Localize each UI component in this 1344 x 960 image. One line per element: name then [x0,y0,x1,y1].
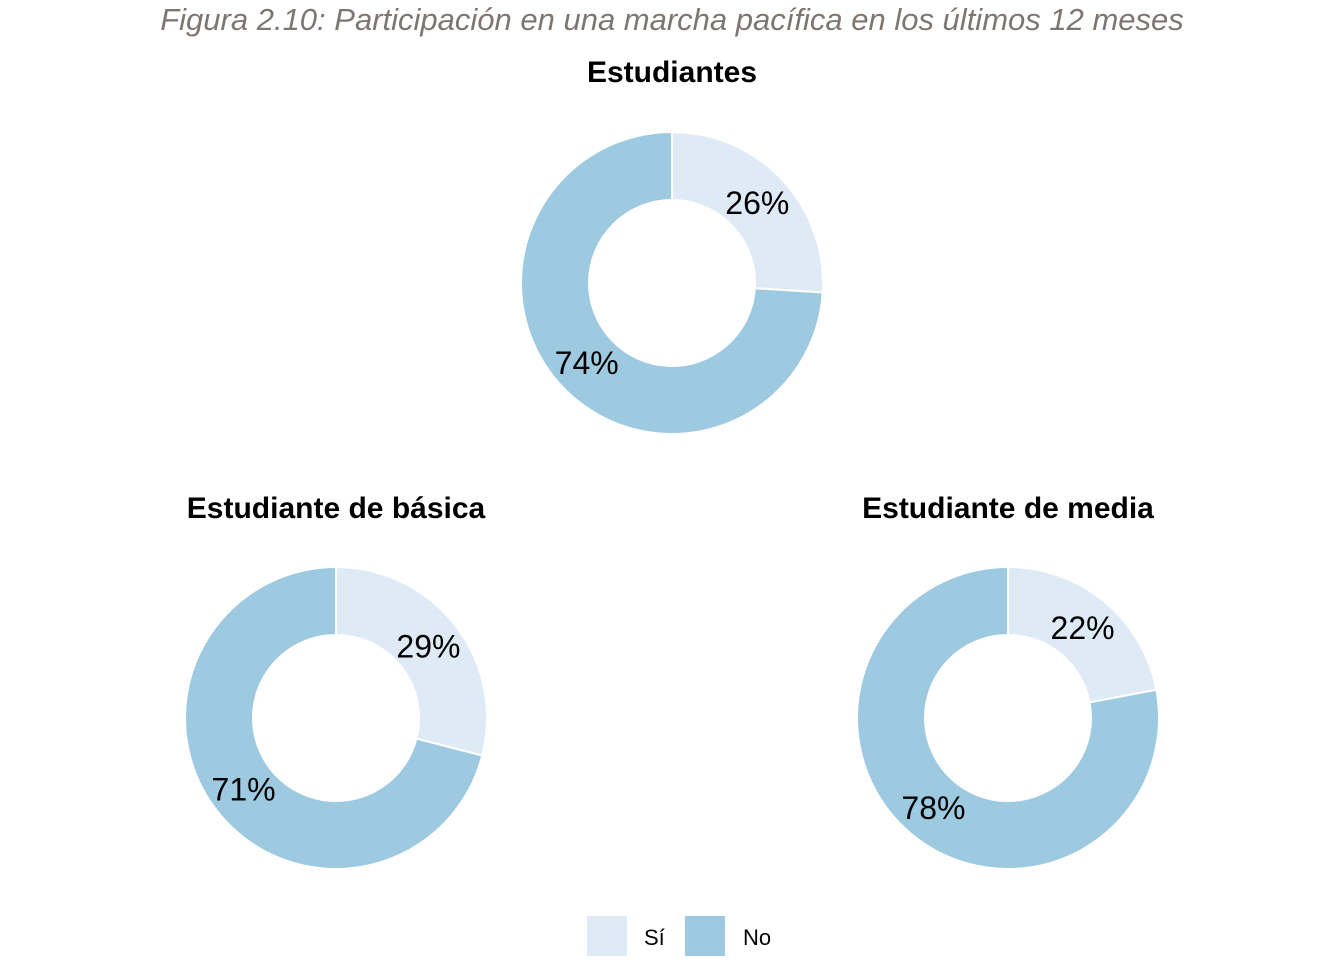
panel-title-estudiantes: Estudiantes [587,56,757,89]
legend: Sí No [587,916,771,956]
data-label-basica-si: 29% [396,628,460,664]
panel-title-basica: Estudiante de básica [187,492,486,525]
data-label-media-si: 22% [1051,610,1115,646]
slice-estudiantes-no [520,130,824,435]
donut-panel-media: Estudiante de media 22% 78% [856,492,1160,870]
legend-label-no: No [743,925,771,950]
legend-swatch-si [587,916,627,956]
data-label-basica-no: 71% [212,772,276,808]
data-label-estudiantes-no: 74% [555,345,619,381]
panel-title-media: Estudiante de media [862,492,1154,525]
slice-estudiantes-si [671,130,824,294]
figure-title: Figura 2.10: Participación en una marcha… [160,2,1184,37]
slice-basica-si [335,565,488,757]
slice-media-si [1007,565,1158,704]
data-label-estudiantes-si: 26% [725,185,789,221]
donut-panel-basica: Estudiante de básica 29% 71% [184,492,488,870]
legend-swatch-no [685,916,725,956]
slice-media-no [856,565,1160,870]
donut-panel-estudiantes: Estudiantes 26% 74% [520,56,824,435]
legend-label-si: Sí [644,925,665,950]
slice-basica-no [184,565,484,870]
data-label-media-no: 78% [901,790,965,826]
